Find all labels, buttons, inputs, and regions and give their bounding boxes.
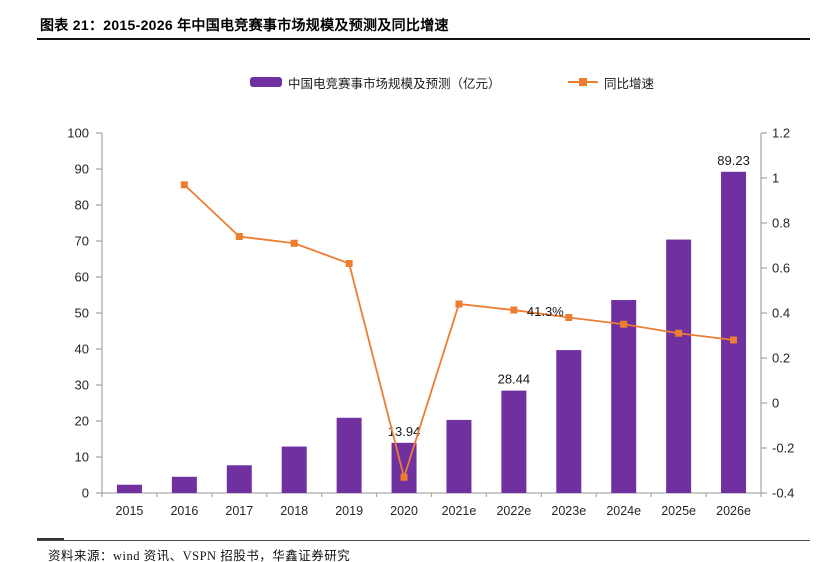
y-axis-left-label: 30 xyxy=(75,378,89,393)
y-axis-right-label: 0 xyxy=(772,396,779,411)
bar-2023e xyxy=(556,350,582,493)
y-axis-right-label: 0.2 xyxy=(772,351,790,366)
x-axis-label: 2015 xyxy=(116,504,144,518)
x-axis-label: 2026e xyxy=(716,504,751,518)
y-axis-right-label: 0.4 xyxy=(772,306,790,321)
line-marker-2016 xyxy=(180,181,188,189)
line-marker-2019 xyxy=(345,260,353,267)
y-axis-left-label: 10 xyxy=(75,450,89,465)
y-axis-left-label: 80 xyxy=(75,198,89,213)
figure-title: 图表 21：2015-2026 年中国电竞赛事市场规模及预测及同比增速 xyxy=(40,17,449,33)
x-axis-label: 2019 xyxy=(335,504,363,518)
line-swatch-marker xyxy=(579,78,587,86)
y-axis-left-label: 100 xyxy=(67,126,89,141)
line-series-swatch xyxy=(568,77,598,87)
x-axis-label: 2016 xyxy=(170,504,198,518)
y-axis-left-label: 60 xyxy=(75,270,89,285)
footer-divider-accent xyxy=(37,538,64,541)
y-axis-right-label: 0.6 xyxy=(772,261,790,276)
x-axis-label: 2017 xyxy=(225,504,253,518)
y-axis-right-label: 0.8 xyxy=(772,216,790,231)
y-axis-left-label: 50 xyxy=(75,306,89,321)
x-axis-label: 2018 xyxy=(280,504,308,518)
line-marker-2017 xyxy=(235,233,243,240)
x-axis-label: 2025e xyxy=(661,504,696,518)
y-axis-right-label: -0.4 xyxy=(772,486,794,501)
footer-divider xyxy=(37,540,810,541)
bar-2025e xyxy=(666,239,692,493)
y-axis-right-label: 1.2 xyxy=(772,126,790,141)
bar-2018 xyxy=(281,446,307,493)
legend-label-growth: 同比增速 xyxy=(604,76,655,91)
line-marker-2026e xyxy=(730,336,738,344)
legend-label-market-size: 中国电竞赛事市场规模及预测（亿元） xyxy=(288,76,501,91)
bar-2026e xyxy=(721,171,747,493)
line-marker-2018 xyxy=(290,239,298,247)
bar-2015 xyxy=(116,484,142,493)
bar-label-2026e: 89.23 xyxy=(717,153,750,168)
bar-2017 xyxy=(226,465,252,493)
legend-item-market-size: 中国电竞赛事市场规模及预测（亿元） xyxy=(250,73,501,91)
line-marker-2023e xyxy=(565,314,573,321)
y-axis-left-label: 40 xyxy=(75,342,89,357)
line-label-2022e: 41.3% xyxy=(527,304,564,319)
line-marker-2022e xyxy=(510,306,518,314)
bar-2019 xyxy=(336,417,362,493)
x-axis-label: 2021e xyxy=(442,504,477,518)
bar-label-2020: 13.94 xyxy=(388,424,421,439)
y-axis-right-label: -0.2 xyxy=(772,441,794,456)
x-axis-label: 2023e xyxy=(551,504,586,518)
y-axis-left-label: 0 xyxy=(82,486,89,501)
source-note: 资料来源：wind 资讯、VSPN 招股书，华鑫证券研究 xyxy=(48,549,351,562)
y-axis-left-label: 90 xyxy=(75,162,89,177)
x-axis-label: 2024e xyxy=(606,504,641,518)
bar-2022e xyxy=(501,390,527,493)
bar-label-2022e: 28.44 xyxy=(498,372,531,387)
title-divider xyxy=(37,38,810,40)
bar-2016 xyxy=(171,476,197,493)
y-axis-left-label: 20 xyxy=(75,414,89,429)
bar-series-swatch xyxy=(250,77,282,87)
bar-2024e xyxy=(611,300,637,493)
line-marker-2025e xyxy=(675,329,683,337)
legend-item-growth: 同比增速 xyxy=(568,73,654,91)
line-marker-2021e xyxy=(455,300,463,308)
chart-legend: 中国电竞赛事市场规模及预测（亿元） 同比增速 xyxy=(0,73,824,91)
bar-2021e xyxy=(446,419,472,493)
x-axis-label: 2022e xyxy=(496,504,531,518)
x-axis-label: 2020 xyxy=(390,504,418,518)
line-marker-2024e xyxy=(620,320,628,328)
y-axis-left-label: 70 xyxy=(75,234,89,249)
line-marker-2020 xyxy=(400,473,408,481)
y-axis-right-label: 1 xyxy=(772,171,779,186)
